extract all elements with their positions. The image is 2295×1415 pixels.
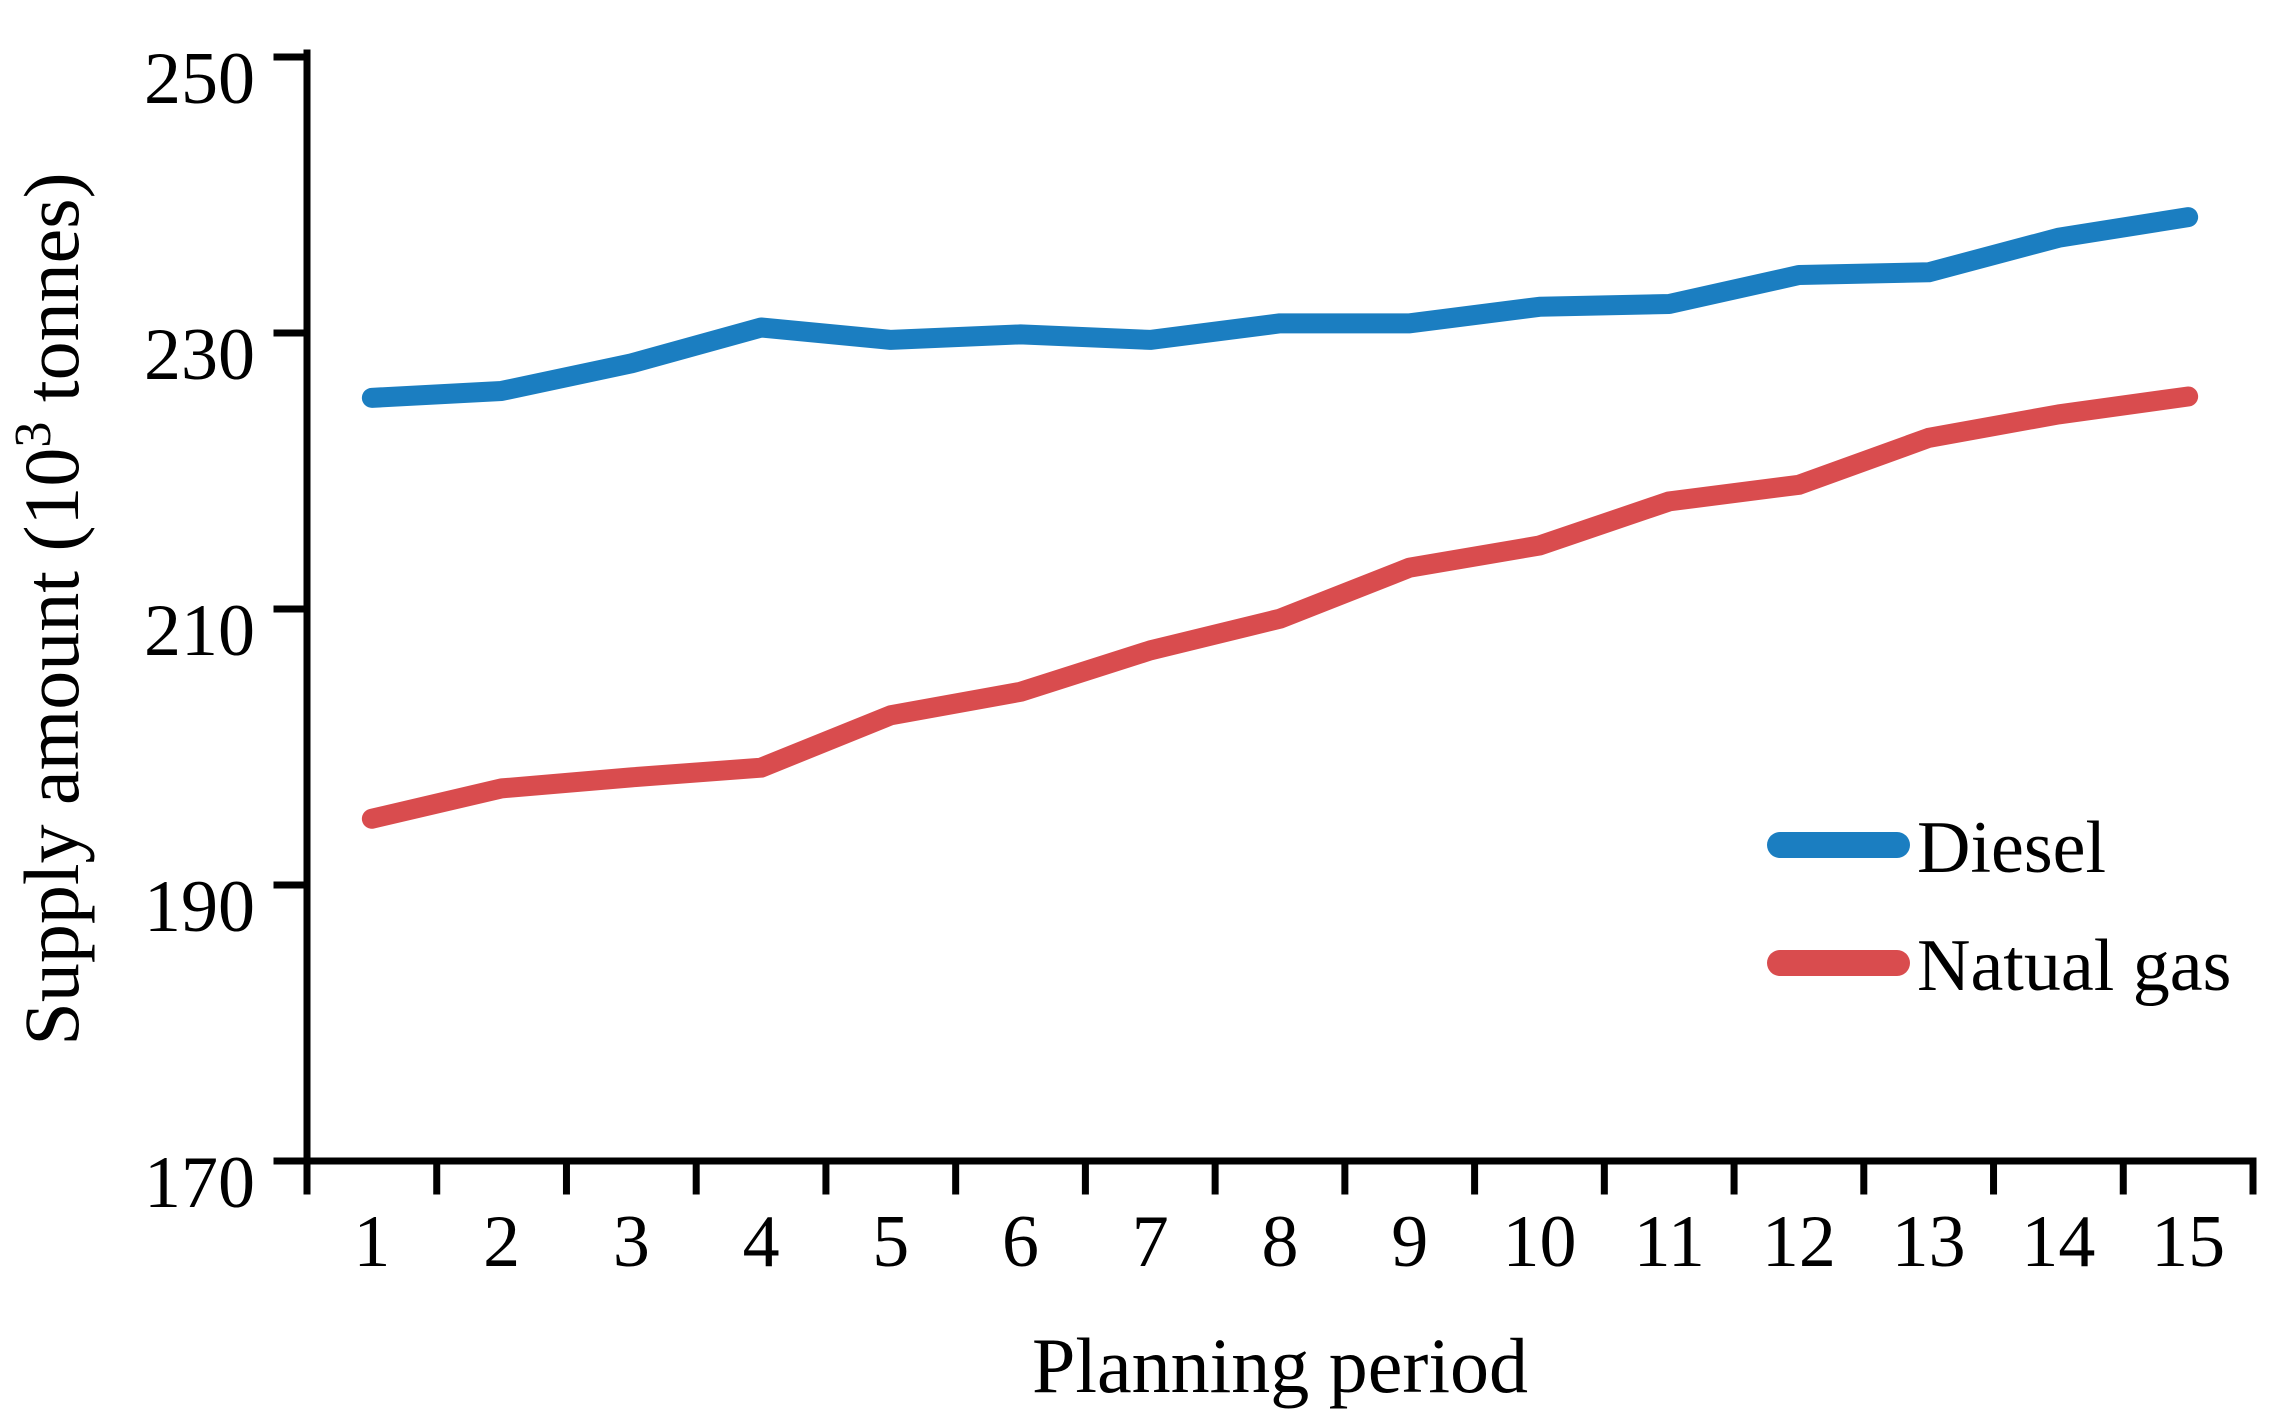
diesel-line [361, 207, 2199, 408]
x-tick-label: 2 [483, 1201, 520, 1283]
x-tick-label: 5 [872, 1201, 909, 1283]
x-tick-label: 15 [2151, 1201, 2225, 1283]
y-tick-label: 210 [144, 590, 255, 672]
x-tick-label: 9 [1391, 1201, 1428, 1283]
legend-group: Diesel Natual gas [1767, 807, 2231, 1007]
x-tick-label: 8 [1262, 1201, 1299, 1283]
y-axis-label: Supply amount (103 tonnes) [5, 172, 95, 1045]
y-axis-label-suffix: tonnes) [8, 172, 95, 421]
series-group [361, 207, 2199, 829]
x-tick-label: 1 [353, 1201, 390, 1283]
x-tick-label: 11 [1634, 1201, 1705, 1283]
x-tick-label: 3 [613, 1201, 650, 1283]
y-tick-label: 230 [144, 314, 255, 396]
y-axis-label-prefix: Supply amount (10 [8, 448, 95, 1046]
x-tick-label: 7 [1132, 1201, 1169, 1283]
legend-label-natual-gas: Natual gas [1917, 925, 2231, 1007]
y-tick-label: 190 [144, 866, 255, 948]
y-tick-label: 170 [144, 1142, 255, 1224]
y-tick-label: 250 [144, 38, 255, 120]
y-axis-label-superscript: 3 [5, 422, 62, 448]
natual-gas-line [361, 386, 2199, 829]
x-tick-label: 10 [1502, 1201, 1576, 1283]
x-tick-label: 14 [2021, 1201, 2095, 1283]
x-tick-label: 6 [1002, 1201, 1039, 1283]
x-tick-label: 12 [1762, 1201, 1836, 1283]
x-axis-label: Planning period [1032, 1322, 1528, 1409]
x-tick-label: 13 [1892, 1201, 1966, 1283]
legend-label-diesel: Diesel [1917, 807, 2106, 889]
x-tick-label: 4 [743, 1201, 780, 1283]
